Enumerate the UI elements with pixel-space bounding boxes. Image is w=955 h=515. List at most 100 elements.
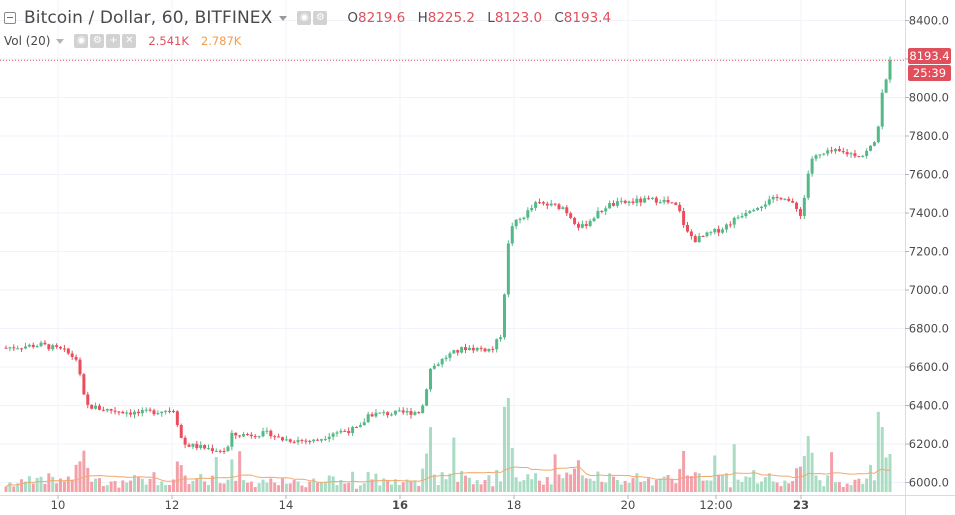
candle-body xyxy=(779,197,783,200)
volume-bar xyxy=(374,473,378,492)
candle-body xyxy=(4,347,8,349)
candle-body xyxy=(358,425,362,428)
volume-bar xyxy=(327,475,331,492)
candle-body xyxy=(51,345,55,350)
candle-body xyxy=(222,450,226,452)
volume-bar xyxy=(354,488,358,492)
volume-bar xyxy=(148,478,152,492)
candle-body xyxy=(635,198,639,203)
volume-bar xyxy=(728,487,732,492)
candle-body xyxy=(861,155,865,157)
candle-body xyxy=(798,208,802,216)
candle-body xyxy=(421,405,425,413)
candle-body xyxy=(705,232,709,237)
volume-bar xyxy=(674,483,678,492)
candle-body xyxy=(199,445,203,449)
volume-bar xyxy=(798,466,802,492)
volume-bar xyxy=(405,479,409,492)
candle-body xyxy=(650,197,654,199)
candle-body xyxy=(133,411,137,415)
candle-body xyxy=(802,197,806,216)
candle-body xyxy=(689,231,693,237)
volume-bar xyxy=(8,482,12,492)
volume-bar xyxy=(242,480,246,492)
candle-body xyxy=(522,217,526,219)
volume-bar xyxy=(771,481,775,492)
volume-bar xyxy=(573,468,577,492)
volume-bar xyxy=(425,453,429,492)
time-tick-label: 23 xyxy=(793,498,809,512)
symbol-title[interactable]: Bitcoin / Dollar, 60, BITFINEX xyxy=(24,8,273,28)
candle-body xyxy=(156,413,160,415)
volume-bar xyxy=(51,476,55,492)
volume-bar xyxy=(806,436,810,492)
volume-bar xyxy=(393,479,397,492)
volume-bar xyxy=(845,483,849,492)
volume-bar xyxy=(452,437,456,492)
candle-body xyxy=(179,425,183,438)
candle-body xyxy=(475,347,479,351)
ohlc-values: O8219.6 H8225.2 L8123.0 C8193.4 xyxy=(339,10,611,26)
candle-body xyxy=(693,236,697,243)
volume-bar xyxy=(171,479,175,492)
volume-bar xyxy=(580,475,584,492)
add-icon[interactable]: + xyxy=(106,34,121,48)
candle-body xyxy=(534,202,538,208)
eye-icon[interactable]: ◉ xyxy=(74,34,89,48)
time-axis[interactable]: 10 12 14 16 18 20 12:00 23 xyxy=(51,495,809,512)
candle-body xyxy=(604,208,608,212)
volume-bar xyxy=(175,461,179,492)
candle-body xyxy=(101,409,105,411)
candle-body xyxy=(390,414,394,416)
volume-bar xyxy=(413,480,417,492)
candle-body xyxy=(822,153,826,155)
chevron-down-icon[interactable] xyxy=(56,38,65,44)
volume-bar xyxy=(759,481,763,492)
candle-body xyxy=(857,156,861,158)
volume-bar xyxy=(164,485,168,492)
volume-bar xyxy=(312,478,316,492)
candle-body xyxy=(62,348,66,350)
candle-body xyxy=(440,359,444,365)
candle-body xyxy=(666,199,670,203)
eye-icon[interactable]: ◉ xyxy=(297,11,312,25)
candle-body xyxy=(35,346,39,348)
candle-body xyxy=(386,412,390,416)
volume-bar xyxy=(23,481,27,492)
candle-body xyxy=(701,236,705,238)
volume-indicator-label[interactable]: Vol (20) xyxy=(4,34,51,48)
chevron-down-icon[interactable] xyxy=(279,15,288,21)
candle-body xyxy=(818,154,822,156)
settings-icon[interactable]: ⚙ xyxy=(313,11,328,25)
candle-body xyxy=(612,203,616,206)
candle-body xyxy=(553,203,557,205)
candle-body xyxy=(728,224,732,226)
volume-bar xyxy=(689,476,693,492)
volume-bar xyxy=(744,476,748,492)
close-icon[interactable]: ✕ xyxy=(122,34,137,48)
volume-bar xyxy=(27,476,31,492)
candle-body xyxy=(335,432,339,434)
settings-icon[interactable]: ⚙ xyxy=(90,34,105,48)
candle-body xyxy=(697,236,701,243)
candle-body xyxy=(351,427,355,434)
price-axis[interactable]: 8400.08200.08000.07800.07600.07400.07200… xyxy=(905,14,949,490)
volume-bar xyxy=(203,481,207,492)
volume-bar xyxy=(82,450,86,492)
candle-body xyxy=(249,434,253,437)
volume-bar xyxy=(541,484,545,492)
volume-bar xyxy=(631,478,635,492)
candle-body xyxy=(869,145,873,151)
volume-bar xyxy=(464,475,468,492)
candle-body xyxy=(748,211,752,213)
candle-body xyxy=(230,432,234,447)
price-tick-label: 7200.0 xyxy=(909,245,949,259)
candle-body xyxy=(97,405,101,410)
volume-bar xyxy=(487,475,491,492)
volume-bar xyxy=(39,476,43,492)
chart-legend: Bitcoin / Dollar, 60, BITFINEX ◉ ⚙ O8219… xyxy=(0,0,905,52)
volume-bar xyxy=(721,474,725,492)
candle-body xyxy=(619,200,623,202)
collapse-icon[interactable] xyxy=(4,12,16,24)
